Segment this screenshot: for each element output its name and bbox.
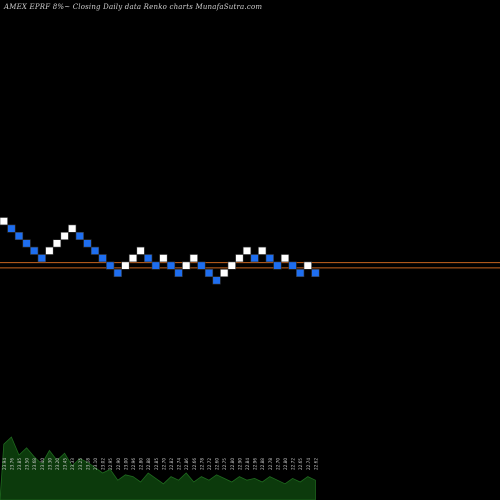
volume-label: 22.88 bbox=[146, 458, 151, 470]
volume-label: 23.94 bbox=[2, 458, 7, 470]
volume-label: 23.68 bbox=[32, 458, 37, 470]
volume-label: 23.10 bbox=[93, 458, 98, 470]
volume-label: 22.90 bbox=[237, 458, 242, 470]
volume-area-path bbox=[0, 436, 316, 500]
volume-label: 22.62 bbox=[313, 458, 318, 470]
volume-label: 22.65 bbox=[298, 458, 303, 470]
renko-brick-up bbox=[45, 246, 54, 255]
renko-brick-down bbox=[250, 254, 259, 263]
renko-brick-down bbox=[296, 268, 305, 277]
renko-brick-up bbox=[220, 268, 229, 277]
volume-label: 23.20 bbox=[55, 458, 60, 470]
volume-label: 22.82 bbox=[169, 458, 174, 470]
renko-brick-up bbox=[52, 239, 62, 248]
volume-label: 22.72 bbox=[291, 458, 296, 470]
volume-label: 22.66 bbox=[192, 458, 197, 470]
volume-label: 22.70 bbox=[161, 458, 166, 470]
renko-brick-up bbox=[189, 254, 198, 263]
renko-brick-down bbox=[98, 254, 107, 263]
renko-brick-down bbox=[22, 239, 31, 248]
volume-label: 23.00 bbox=[123, 458, 128, 470]
volume-label: 22.95 bbox=[108, 458, 113, 470]
renko-brick-down bbox=[75, 232, 84, 241]
volume-label: 23.02 bbox=[101, 458, 106, 470]
volume-label: 23.76 bbox=[9, 458, 14, 470]
renko-brick-down bbox=[30, 246, 39, 255]
volume-label: 22.75 bbox=[222, 458, 227, 470]
renko-brick-down bbox=[273, 261, 282, 270]
volume-label: 23.45 bbox=[63, 458, 68, 470]
chart-title: AMEX EPRF 8%~ Closing Daily data Renko c… bbox=[4, 3, 263, 11]
volume-label: 23.40 bbox=[40, 458, 45, 470]
renko-brick-down bbox=[265, 254, 274, 263]
volume-label: 22.70 bbox=[275, 458, 280, 470]
volume-label: 22.78 bbox=[268, 458, 273, 470]
reference-lines bbox=[0, 262, 500, 269]
volume-label: 22.74 bbox=[177, 458, 182, 470]
renko-brick-down bbox=[14, 232, 24, 241]
volume-label: 22.80 bbox=[139, 458, 144, 470]
volume-label: 22.60 bbox=[215, 458, 220, 470]
volume-label: 22.72 bbox=[207, 458, 212, 470]
volume-label: 22.85 bbox=[154, 458, 159, 470]
volume-label: 23.18 bbox=[85, 458, 90, 470]
renko-brick-up bbox=[258, 246, 267, 255]
renko-brick-up bbox=[121, 261, 130, 270]
renko-brick-up bbox=[182, 261, 191, 270]
volume-labels: 23.94 23.76 23.85 23.50 23.68 23.40 23.30 23.20… bbox=[2, 458, 319, 470]
renko-brick-down bbox=[151, 261, 160, 270]
renko-brick-down bbox=[174, 268, 183, 277]
renko-brick-up bbox=[60, 232, 69, 241]
renko-brick-down bbox=[204, 268, 214, 277]
renko-brick-up bbox=[159, 254, 168, 263]
renko-brick-down bbox=[90, 246, 100, 255]
renko-brick-down bbox=[212, 276, 221, 285]
volume-label: 23.50 bbox=[25, 458, 30, 470]
renko-brick-up bbox=[280, 254, 290, 263]
volume-label: 23.30 bbox=[47, 458, 52, 470]
renko-brick-down bbox=[166, 261, 176, 270]
volume-label: 23.85 bbox=[17, 458, 22, 470]
renko-brick-up bbox=[128, 254, 138, 263]
renko-brick-up bbox=[68, 224, 77, 233]
renko-brick-down bbox=[311, 268, 320, 277]
renko-brick-down bbox=[7, 224, 16, 233]
renko-brick-down bbox=[197, 261, 206, 270]
volume-label: 22.84 bbox=[245, 458, 250, 470]
renko-brick-up bbox=[235, 254, 244, 263]
renko-brick-down bbox=[106, 261, 115, 270]
volume-label: 22.80 bbox=[283, 458, 288, 470]
renko-brick-up bbox=[136, 246, 145, 255]
volume-label: 22.88 bbox=[260, 458, 265, 470]
renko-brick-up bbox=[303, 261, 312, 270]
renko-brick-down bbox=[113, 268, 122, 277]
volume-label: 22.96 bbox=[253, 458, 258, 470]
renko-brick-down bbox=[37, 254, 46, 263]
renko-brick-up bbox=[0, 217, 8, 226]
renko-brick-down bbox=[144, 254, 153, 263]
renko-brick-down bbox=[83, 239, 92, 248]
volume-label: 23.33 bbox=[70, 458, 75, 470]
volume-label: 22.74 bbox=[306, 458, 311, 470]
volume-label: 22.80 bbox=[230, 458, 235, 470]
volume-area bbox=[0, 436, 316, 500]
volume-label: 23.25 bbox=[78, 458, 83, 470]
renko-brick-down bbox=[288, 261, 297, 270]
renko-bricks bbox=[0, 217, 320, 285]
renko-brick-up bbox=[242, 246, 252, 255]
volume-label: 22.90 bbox=[116, 458, 121, 470]
volume-label: 22.96 bbox=[131, 458, 136, 470]
volume-label: 22.78 bbox=[199, 458, 204, 470]
volume-label: 22.86 bbox=[184, 458, 189, 470]
renko-brick-up bbox=[227, 261, 236, 270]
